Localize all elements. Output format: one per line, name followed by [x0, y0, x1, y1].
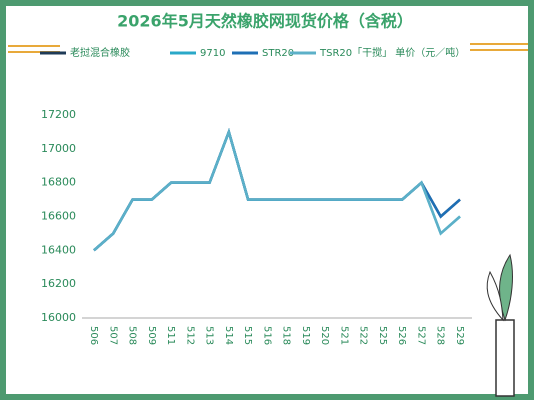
y-tick-label: 16400: [41, 243, 76, 256]
x-tick-label: 513: [204, 326, 215, 345]
x-tick-label: 506: [88, 326, 99, 345]
x-tick-label: 522: [358, 326, 369, 345]
y-tick-label: 16200: [41, 277, 76, 290]
chart-title: 2026年5月天然橡胶网现货价格（含税）: [117, 12, 413, 31]
x-tick-label: 520: [319, 326, 330, 345]
legend-label: 老挝混合橡胶: [70, 46, 130, 59]
y-tick-label: 17000: [41, 142, 76, 155]
y-tick-label: 17200: [41, 108, 76, 121]
x-tick-label: 515: [242, 326, 253, 345]
x-tick-label: 508: [127, 326, 138, 345]
x-tick-label: 512: [184, 326, 195, 345]
x-tick-label: 527: [415, 326, 426, 345]
x-tick-label: 528: [435, 326, 446, 345]
y-tick-label: 16600: [41, 210, 76, 223]
y-tick-label: 16000: [41, 311, 76, 324]
plot: 16000 16200 16400 16600 16800 17000 17200 506 50…: [41, 108, 472, 345]
x-tick-label: 521: [338, 326, 349, 345]
y-tick-label: 16800: [41, 176, 76, 189]
plant-decoration: [486, 253, 515, 397]
legend-label: TSR20「干搅」 单价（元／吨）: [319, 46, 465, 59]
x-tick-label: 526: [396, 326, 407, 345]
x-tick-label: 509: [146, 326, 157, 345]
x-tick-label: 519: [300, 326, 311, 345]
legend-label: STR20: [262, 48, 294, 59]
x-tick-label: 511: [165, 326, 176, 345]
series-line: [93, 127, 461, 252]
x-tick-label: 529: [454, 326, 465, 345]
x-tick-label: 518: [281, 326, 292, 345]
x-tick-label: 507: [107, 326, 118, 345]
x-tick-label: 525: [377, 326, 388, 345]
x-tick-label: 514: [223, 326, 234, 345]
legend-label: 9710: [200, 48, 225, 59]
legend: 老挝混合橡胶 9710 STR20 TSR20「干搅」 单价（元／吨）: [40, 46, 465, 59]
x-tick-label: 516: [261, 326, 272, 345]
